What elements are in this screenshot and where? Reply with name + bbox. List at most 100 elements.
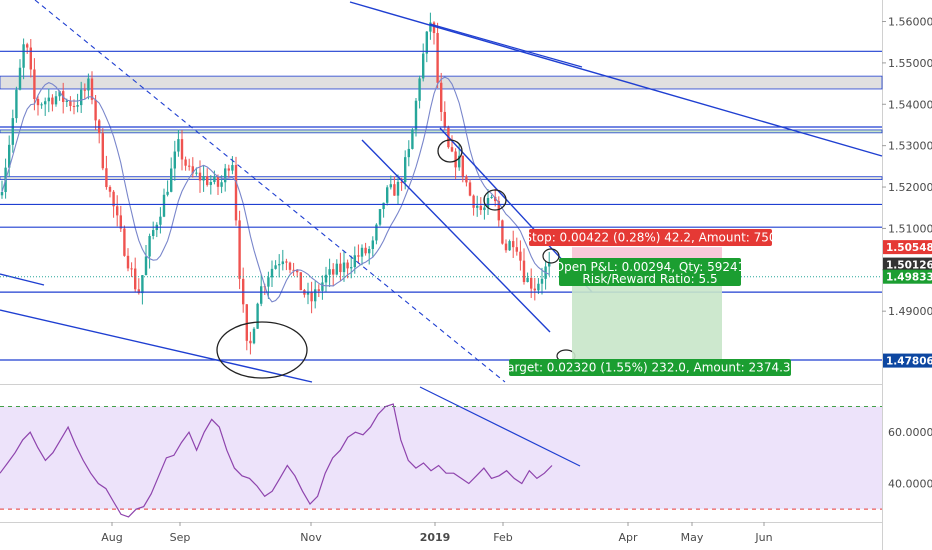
- trendline-lower-left: [0, 309, 313, 383]
- candle-body-115: [414, 100, 418, 130]
- candle-body-107: [386, 187, 389, 203]
- candle-body-3: [11, 118, 14, 145]
- candle-body-51: [184, 159, 187, 166]
- candle-body-91: [328, 269, 331, 275]
- candle-body-97: [350, 267, 353, 269]
- candle-body-106: [382, 202, 385, 210]
- candle-body-94: [339, 263, 342, 273]
- candle-body-6: [22, 44, 25, 68]
- candle-body-28: [101, 133, 104, 169]
- oscillator-trendline: [419, 386, 581, 467]
- price-tag-target-bg: [883, 353, 932, 368]
- candle-body-26: [94, 99, 97, 121]
- candle-body-121: [436, 33, 439, 83]
- candle-body-120: [432, 22, 436, 34]
- price-tag-entry-bg: [883, 269, 932, 284]
- candle-body-23: [83, 89, 86, 91]
- candle-body-100: [360, 247, 364, 257]
- oscillator-band: [0, 406, 882, 510]
- price-tag-entry: 1.49833: [886, 272, 932, 284]
- candle-body-10: [36, 99, 40, 106]
- candle-body-105: [378, 209, 382, 225]
- candle-body-5: [18, 67, 22, 90]
- candle-body-103: [371, 240, 374, 249]
- candle-body-92: [332, 269, 335, 275]
- candle-body-11: [40, 104, 43, 106]
- candle-body-134: [483, 207, 486, 211]
- candle-body-125: [450, 147, 454, 152]
- candle-body-133: [479, 205, 482, 211]
- oscillator-tick-1: 40.0000: [888, 478, 932, 491]
- time-label-3: 2019: [420, 531, 451, 544]
- candle-body-14: [51, 97, 54, 105]
- candle-body-113: [407, 148, 410, 158]
- price-tick-0: 1.56000: [888, 16, 932, 29]
- candle-body-81: [292, 269, 295, 271]
- candle-body-44: [159, 216, 162, 225]
- price-axis[interactable]: 1.56000 1.55000 1.54000 1.53000 1.52000 1.510…: [882, 16, 932, 368]
- candle-body-71: [256, 303, 259, 329]
- candle-body-147: [530, 277, 533, 289]
- candle-body-129: [465, 176, 468, 183]
- candle-body-70: [252, 328, 256, 344]
- candle-body-72: [260, 286, 263, 304]
- candle-body-140: [504, 243, 508, 251]
- time-label-2: Nov: [300, 531, 322, 544]
- candle-body-149: [537, 283, 540, 291]
- time-axis[interactable]: Aug Sep Nov 2019 Feb Apr May Jun: [101, 522, 773, 544]
- candle-body-114: [411, 129, 414, 149]
- candle-body-42: [152, 230, 155, 236]
- price-tick-3: 1.53000: [888, 140, 932, 153]
- candle-body-20: [72, 105, 76, 107]
- candle-body-82: [296, 269, 299, 273]
- candle-body-55: [198, 172, 202, 181]
- candle-body-127: [458, 155, 461, 168]
- candle-body-99: [357, 255, 360, 257]
- drawn-circle-1: [437, 139, 463, 163]
- long-position-tool[interactable]: Stop: 0.00422 (0.28%) 42.2, Amount: 750 O…: [0, 229, 882, 376]
- candle-body-40: [144, 256, 148, 276]
- candle-body-110: [396, 181, 400, 196]
- candle-body-12: [44, 101, 47, 105]
- stop-annotation-text: Stop: 0.00422 (0.28%) 42.2, Amount: 750: [524, 231, 776, 245]
- candle-body-39: [141, 275, 144, 294]
- candle-body-15: [54, 96, 58, 105]
- candle-body-76: [274, 265, 277, 269]
- candle-body-50: [180, 139, 184, 160]
- candle-body-62: [224, 168, 227, 183]
- price-tick-7: 1.49000: [888, 305, 932, 318]
- candle-body-64: [231, 165, 234, 171]
- candle-body-18: [65, 100, 68, 102]
- candle-body-69: [249, 340, 252, 344]
- candle-body-101: [364, 247, 367, 254]
- channel-lower: [361, 139, 551, 333]
- candle-body-8: [29, 47, 32, 70]
- candle-body-65: [234, 165, 238, 221]
- trendline-peak: [429, 23, 583, 68]
- candle-body-96: [346, 262, 349, 269]
- stop-annotation-box: [529, 229, 772, 246]
- candle-body-126: [454, 151, 457, 168]
- candle-body-111: [400, 181, 403, 183]
- target-annotation-text: Target: 0.02320 (1.55%) 232.0, Amount: 2…: [501, 361, 798, 375]
- candle-body-74: [267, 277, 270, 287]
- candle-body-36: [130, 268, 133, 270]
- candle-body-33: [119, 215, 122, 229]
- price-tag-stop-bg: [883, 240, 932, 255]
- oscillator-tick-0: 60.0000: [888, 426, 932, 439]
- candle-body-49: [177, 139, 180, 152]
- candle-body-66: [238, 220, 241, 279]
- candle-body-48: [173, 151, 176, 169]
- time-label-6: May: [681, 531, 704, 544]
- oscillator-pane: 60.0000 40.0000: [0, 386, 932, 518]
- trendline-left-short: [0, 273, 45, 286]
- time-label-1: Sep: [170, 531, 191, 544]
- target-annotation-box: [509, 359, 791, 376]
- candle-body-144: [519, 251, 522, 261]
- candle-body-88: [317, 289, 320, 291]
- candle-body-54: [195, 172, 198, 174]
- candle-body-45: [162, 194, 166, 217]
- candle-body-75: [270, 268, 274, 278]
- candle-body-86: [310, 292, 313, 302]
